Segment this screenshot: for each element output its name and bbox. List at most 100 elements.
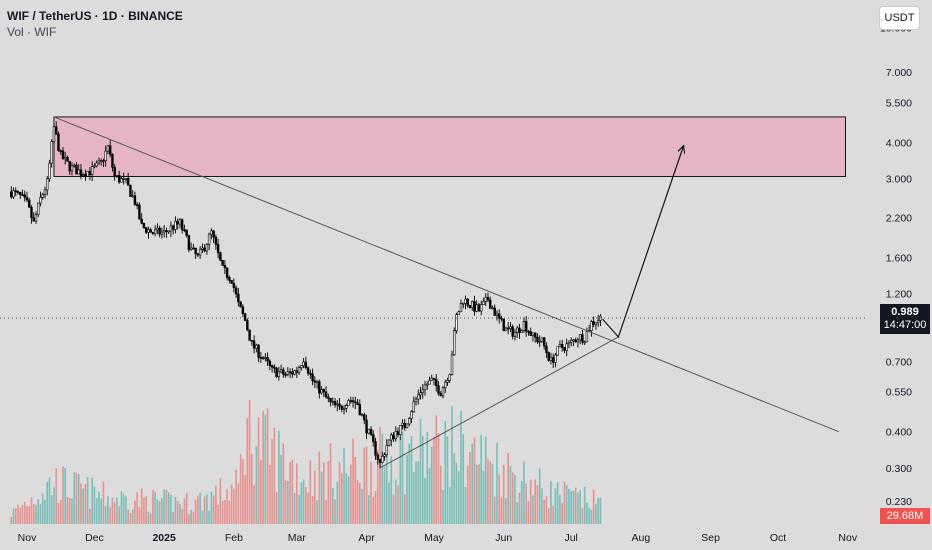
- candle-up: [50, 141, 53, 164]
- volume-bar: [181, 509, 183, 524]
- candle-up: [97, 160, 101, 164]
- candle-up: [73, 164, 76, 167]
- volume-bar: [71, 498, 73, 524]
- candle-up: [174, 220, 177, 230]
- candle-up: [160, 231, 164, 235]
- volume-bar: [116, 497, 118, 524]
- volume-bar: [354, 457, 357, 524]
- currency-button[interactable]: USDT: [879, 6, 920, 30]
- candle-down: [10, 191, 13, 198]
- candle-down: [270, 365, 274, 368]
- time-axis-label: Nov: [18, 532, 37, 544]
- candle-up: [491, 307, 494, 310]
- candle-up: [567, 341, 571, 345]
- volume-bar: [502, 464, 505, 524]
- candle-up: [590, 321, 593, 331]
- volume-bar: [363, 447, 366, 524]
- volume-bar: [388, 482, 390, 524]
- candle-up: [52, 126, 56, 143]
- volume-bar: [561, 502, 563, 524]
- volume-bar: [579, 490, 581, 524]
- candle-down: [288, 371, 292, 374]
- candle-up: [131, 195, 134, 198]
- volume-bar: [237, 483, 240, 524]
- volume-bar: [140, 488, 143, 524]
- volume-bar: [397, 485, 399, 524]
- volume-bar: [453, 453, 456, 524]
- candle-down: [581, 334, 584, 343]
- volume-bar: [520, 481, 523, 524]
- candle-up: [464, 298, 467, 304]
- candle-down: [111, 154, 114, 168]
- candle-down: [363, 414, 366, 421]
- candle-down: [88, 170, 92, 175]
- candle-up: [82, 174, 85, 176]
- volume-bar: [536, 485, 539, 524]
- candle-down: [212, 230, 215, 238]
- candle-down: [23, 194, 26, 198]
- volume-bar: [188, 514, 190, 524]
- candle-up: [99, 160, 103, 162]
- volume-bar: [80, 483, 82, 524]
- volume-bar: [376, 449, 379, 524]
- candle-up: [286, 371, 290, 375]
- volume-bar: [428, 468, 431, 524]
- candle-up: [347, 400, 350, 406]
- price-axis-label: 4.000: [886, 137, 912, 149]
- candle-down: [57, 133, 60, 151]
- volume-bar: [473, 437, 476, 524]
- volume-bar: [554, 488, 557, 524]
- time-axis-label: Jun: [495, 532, 512, 544]
- volume-bar: [314, 470, 316, 524]
- volume-bar: [516, 502, 519, 524]
- candle-up: [122, 178, 125, 180]
- volume-bar: [68, 498, 71, 524]
- candle-down: [502, 318, 505, 332]
- candle-up: [12, 190, 15, 198]
- candle-up: [426, 383, 429, 386]
- candle-down: [196, 253, 200, 256]
- candle-down: [547, 352, 550, 361]
- candle-down: [259, 357, 263, 359]
- candle-down: [313, 380, 317, 383]
- candle-up: [394, 430, 397, 440]
- volume-bar: [439, 465, 442, 524]
- symbol-title[interactable]: WIF / TetherUS · 1D · BINANCE: [7, 9, 183, 23]
- volume-bar: [203, 496, 206, 524]
- supply-zone: [53, 116, 847, 178]
- volume-bar: [219, 478, 222, 524]
- last-price-badge: 0.989 14:47:00: [880, 304, 930, 334]
- time-axis-label: Sep: [701, 532, 720, 544]
- candle-down: [369, 428, 373, 435]
- candle-up: [95, 162, 98, 167]
- candle-up: [345, 405, 348, 409]
- volume-bar: [590, 510, 593, 524]
- candle-up: [522, 320, 526, 331]
- candle-up: [405, 423, 409, 429]
- volume-bar: [37, 499, 40, 524]
- candle-up: [106, 145, 110, 152]
- candle-down: [500, 317, 503, 320]
- last-price-value: 0.989: [891, 306, 919, 318]
- volume-bar: [21, 505, 24, 524]
- candle-up: [104, 150, 107, 162]
- candle-up: [70, 165, 74, 172]
- candle-down: [261, 357, 265, 360]
- volume-bar: [165, 489, 168, 524]
- volume-bar: [514, 474, 516, 524]
- candle-up: [462, 302, 465, 305]
- candle-up: [453, 330, 456, 356]
- candle-up: [450, 354, 454, 375]
- candle-up: [480, 304, 483, 312]
- candle-up: [293, 370, 296, 375]
- candle-down: [529, 331, 532, 336]
- volume-bar: [143, 497, 145, 524]
- volume-bar: [424, 478, 426, 524]
- volume-bar: [399, 441, 402, 524]
- candle-down: [351, 400, 355, 403]
- candle-up: [513, 332, 517, 337]
- volume-bar: [460, 410, 462, 524]
- volume-bar: [154, 491, 156, 524]
